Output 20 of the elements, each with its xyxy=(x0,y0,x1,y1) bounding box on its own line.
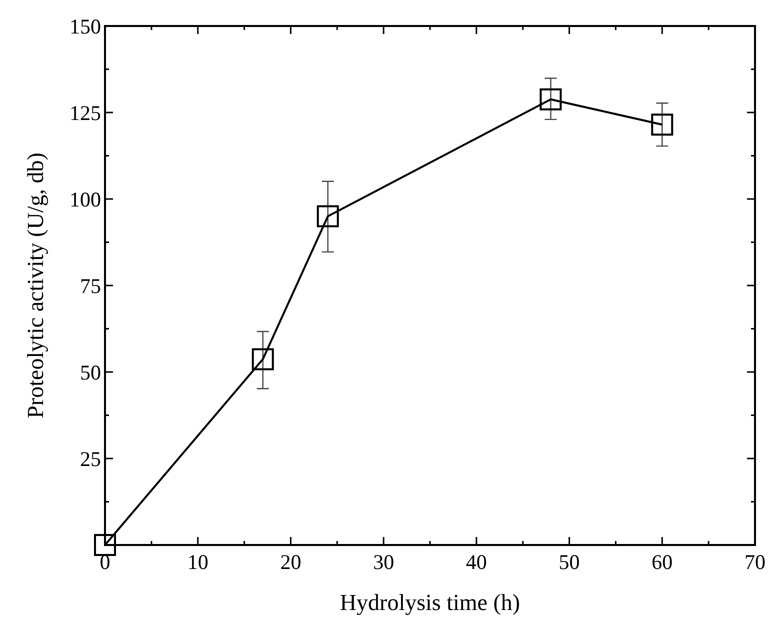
point xyxy=(316,205,339,228)
y-tick-label: 25 xyxy=(80,446,101,471)
y-tick-label: 50 xyxy=(80,360,101,384)
x-axis-title: Hydrolysis time (h) xyxy=(340,590,520,615)
point xyxy=(94,534,116,556)
y-tick-label: 150 xyxy=(70,14,101,38)
x-tick-label: 40 xyxy=(466,550,487,574)
point xyxy=(540,88,562,110)
x-tick-label: 30 xyxy=(373,550,394,574)
y-tick-label: 125 xyxy=(70,100,101,125)
x-tick-label: 70 xyxy=(744,550,766,574)
point xyxy=(252,348,274,370)
point xyxy=(651,114,674,136)
x-tick-label: 50 xyxy=(558,550,580,574)
y-tick-label: 75 xyxy=(80,274,101,298)
y-axis-title: Proteolytic activity (U/g, db) xyxy=(23,152,48,418)
x-tick-label: 20 xyxy=(280,550,302,574)
x-tick-label: 10 xyxy=(187,550,208,574)
y-tick-label: 100 xyxy=(70,187,101,212)
x-tick-label: 60 xyxy=(652,550,673,574)
